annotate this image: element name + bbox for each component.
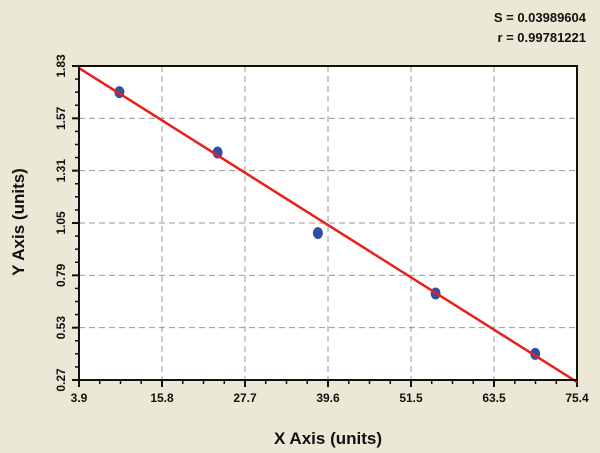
y-tick-label: 1.05 <box>54 211 68 235</box>
x-tick-label: 27.7 <box>233 391 257 405</box>
ticks: 3.9 15.8 27.7 39.6 51.5 63.5 75.4 0.27 0.53 0.79 1… <box>54 54 589 405</box>
y-axis-label: Y Axis (units) <box>9 168 28 276</box>
fit-statistics: S = 0.03989604 r = 0.99781221 <box>494 8 586 48</box>
y-tick-label: 0.79 <box>54 263 68 287</box>
plot-frame <box>78 65 578 381</box>
x-tick-label: 63.5 <box>482 391 506 405</box>
fit-line <box>78 66 578 384</box>
x-tick-label: 3.9 <box>71 391 88 405</box>
r-value: r = 0.99781221 <box>497 30 586 45</box>
x-tick-label: 51.5 <box>399 391 423 405</box>
grid <box>79 66 577 380</box>
fit-line-group <box>78 66 578 384</box>
y-tick-label: 0.27 <box>54 368 68 392</box>
s-value: S = 0.03989604 <box>493 10 586 25</box>
x-tick-label: 39.6 <box>316 391 340 405</box>
y-tick-label: 1.57 <box>54 106 68 130</box>
x-tick-label: 75.4 <box>565 391 589 405</box>
y-tick-label: 0.53 <box>54 316 68 340</box>
x-tick-label: 15.8 <box>150 391 174 405</box>
data-point <box>312 227 323 240</box>
x-axis-label: X Axis (units) <box>274 429 382 448</box>
y-tick-label: 1.31 <box>54 159 68 183</box>
y-tick-label: 1.83 <box>54 54 68 78</box>
